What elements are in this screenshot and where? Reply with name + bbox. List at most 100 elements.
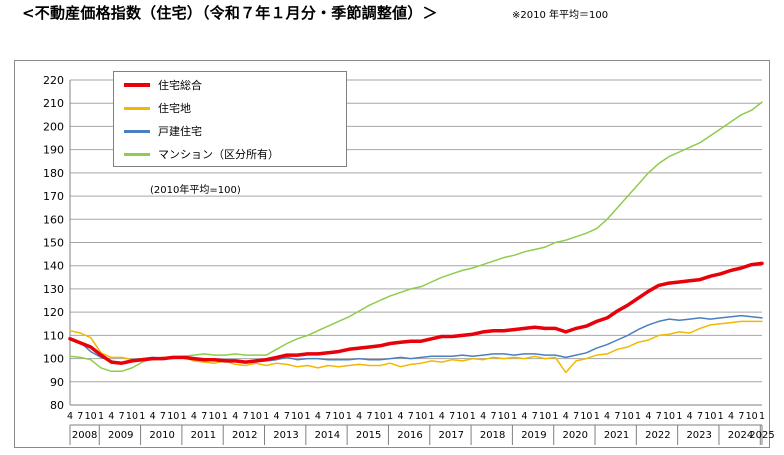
x-tick-label: 10 bbox=[250, 411, 262, 422]
x-tick-label: 4 bbox=[687, 411, 693, 422]
year-label: 2009 bbox=[108, 430, 133, 441]
year-label: 2010 bbox=[149, 430, 174, 441]
x-tick-label: 7 bbox=[490, 411, 496, 422]
x-tick-label: 7 bbox=[738, 411, 744, 422]
legend-label-total: 住宅総合 bbox=[158, 79, 202, 92]
y-tick-label: 120 bbox=[43, 306, 64, 319]
x-tick-label: 10 bbox=[456, 411, 468, 422]
y-tick-label: 150 bbox=[43, 237, 64, 250]
year-label: 2008 bbox=[72, 430, 97, 441]
y-tick-label: 180 bbox=[43, 167, 64, 180]
x-tick-label: 7 bbox=[532, 411, 538, 422]
legend-item-condo: マンション（区分所有） bbox=[124, 145, 279, 163]
x-tick-label: 1 bbox=[222, 411, 228, 422]
x-tick-label: 4 bbox=[150, 411, 156, 422]
year-label: 2016 bbox=[397, 430, 422, 441]
y-tick-label: 200 bbox=[43, 120, 64, 133]
x-tick-label: 4 bbox=[521, 411, 527, 422]
x-tick-label: 4 bbox=[397, 411, 403, 422]
x-tick-label: 4 bbox=[67, 411, 73, 422]
legend-swatch-house bbox=[124, 129, 150, 133]
legend-swatch-condo bbox=[124, 152, 150, 156]
x-tick-label: 1 bbox=[305, 411, 311, 422]
x-tick-label: 7 bbox=[449, 411, 455, 422]
x-tick-label: 10 bbox=[498, 411, 510, 422]
y-tick-label: 110 bbox=[43, 329, 64, 342]
page-title: <不動産価格指数（住宅）（令和７年１月分・季節調整値）＞ bbox=[22, 4, 438, 22]
y-tick-label: 90 bbox=[50, 376, 64, 389]
y-tick-label: 140 bbox=[43, 260, 64, 273]
x-tick-label: 7 bbox=[284, 411, 290, 422]
legend-item-land: 住宅地 bbox=[124, 99, 191, 117]
x-tick-label: 10 bbox=[85, 411, 97, 422]
base-year-note: ※2010 年平均＝100 bbox=[512, 10, 609, 21]
x-tick-label: 10 bbox=[167, 411, 179, 422]
x-tick-label: 4 bbox=[191, 411, 197, 422]
x-tick-label: 10 bbox=[622, 411, 634, 422]
x-tick-label: 7 bbox=[697, 411, 703, 422]
x-tick-label: 1 bbox=[139, 411, 145, 422]
x-tick-label: 1 bbox=[552, 411, 558, 422]
x-tick-label: 7 bbox=[160, 411, 166, 422]
year-label: 2019 bbox=[521, 430, 546, 441]
x-tick-label: 1 bbox=[387, 411, 393, 422]
x-tick-label: 10 bbox=[746, 411, 758, 422]
y-tick-label: 130 bbox=[43, 283, 64, 296]
x-tick-label: 4 bbox=[439, 411, 445, 422]
x-tick-label: 10 bbox=[580, 411, 592, 422]
x-tick-label: 1 bbox=[676, 411, 682, 422]
y-tick-label: 220 bbox=[43, 74, 64, 87]
x-tick-label: 7 bbox=[408, 411, 414, 422]
x-tick-label: 4 bbox=[604, 411, 610, 422]
year-label: 2021 bbox=[604, 430, 629, 441]
x-tick-label: 7 bbox=[573, 411, 579, 422]
x-tick-label: 4 bbox=[728, 411, 734, 422]
x-tick-label: 7 bbox=[119, 411, 125, 422]
x-tick-label: 1 bbox=[718, 411, 724, 422]
year-label: 2015 bbox=[356, 430, 381, 441]
legend: 住宅総合 住宅地 戸建住宅 マンション（区分所有） bbox=[113, 71, 347, 167]
y-tick-label: 210 bbox=[43, 97, 64, 110]
legend-swatch-total bbox=[124, 83, 150, 87]
x-tick-label: 4 bbox=[356, 411, 362, 422]
x-tick-label: 10 bbox=[332, 411, 344, 422]
chart-frame bbox=[14, 60, 770, 448]
year-label: 2013 bbox=[273, 430, 298, 441]
x-tick-label: 10 bbox=[126, 411, 138, 422]
x-tick-label: 1 bbox=[428, 411, 434, 422]
x-tick-label: 1 bbox=[511, 411, 517, 422]
y-tick-label: 100 bbox=[43, 353, 64, 366]
x-tick-label: 1 bbox=[594, 411, 600, 422]
x-tick-label: 10 bbox=[415, 411, 427, 422]
y-tick-label: 190 bbox=[43, 144, 64, 157]
x-tick-label: 4 bbox=[274, 411, 280, 422]
legend-swatch-land bbox=[124, 106, 150, 110]
x-tick-label: 10 bbox=[374, 411, 386, 422]
year-label: 2024 bbox=[728, 430, 753, 441]
legend-label-condo: マンション（区分所有） bbox=[158, 148, 279, 161]
x-tick-label: 10 bbox=[209, 411, 221, 422]
x-tick-label: 4 bbox=[645, 411, 651, 422]
year-label: 2017 bbox=[439, 430, 464, 441]
x-tick-label: 1 bbox=[470, 411, 476, 422]
x-tick-label: 7 bbox=[325, 411, 331, 422]
year-label: 2011 bbox=[191, 430, 216, 441]
y-axis: 80 90 100 110 120 130 140 150 160 170 180 190 200 210… bbox=[43, 74, 71, 412]
x-tick-label: 7 bbox=[201, 411, 207, 422]
x-tick-label: 4 bbox=[480, 411, 486, 422]
legend-item-total: 住宅総合 bbox=[124, 76, 202, 94]
x-tick-label: 1 bbox=[759, 411, 765, 422]
y-tick-label: 160 bbox=[43, 213, 64, 226]
year-label: 2020 bbox=[563, 430, 588, 441]
legend-label-land: 住宅地 bbox=[158, 102, 191, 115]
y-tick-label: 170 bbox=[43, 190, 64, 203]
x-tick-label: 1 bbox=[98, 411, 104, 422]
year-label: 2018 bbox=[480, 430, 505, 441]
x-tick-label: 1 bbox=[181, 411, 187, 422]
x-tick-label: 7 bbox=[366, 411, 372, 422]
year-label: 2023 bbox=[686, 430, 711, 441]
x-tick-label: 1 bbox=[635, 411, 641, 422]
x-tick-label: 1 bbox=[346, 411, 352, 422]
x-tick-label: 10 bbox=[539, 411, 551, 422]
